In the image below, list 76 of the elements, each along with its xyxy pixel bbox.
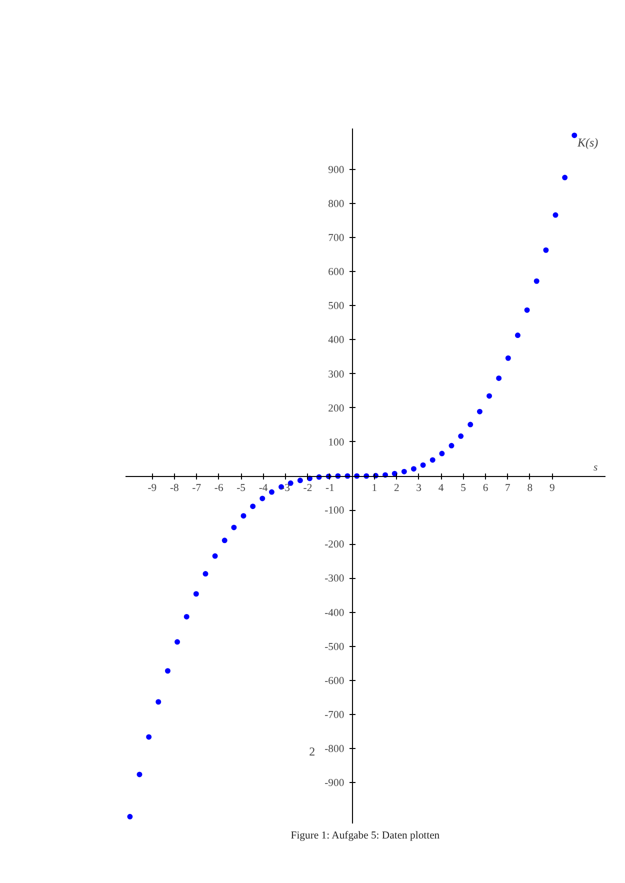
point: [146, 734, 152, 740]
point: [127, 814, 133, 820]
y-tick-label: 600: [328, 267, 344, 278]
point: [410, 466, 416, 472]
y-tick-label: -100: [324, 506, 344, 517]
y-tick-label: 900: [328, 164, 344, 176]
x-tick-label: 7: [505, 483, 512, 494]
point: [174, 639, 180, 645]
point: [222, 538, 228, 544]
point: [439, 450, 445, 456]
point: [552, 212, 558, 218]
x-tick-label: 3: [416, 483, 422, 494]
point: [420, 462, 426, 468]
x-tick-label: -9: [148, 483, 157, 494]
point: [268, 489, 274, 495]
y-tick-label: 400: [328, 335, 344, 346]
x-tick-label: -8: [170, 483, 179, 494]
point: [260, 496, 266, 502]
point: [136, 772, 142, 778]
point: [458, 433, 464, 439]
x-tick-label: -7: [192, 483, 202, 494]
y-tick-label: 500: [328, 301, 344, 312]
point: [448, 442, 454, 448]
y-tick-label: -300: [324, 574, 344, 585]
y-tick-label: -700: [324, 710, 344, 721]
point: [401, 468, 407, 474]
point: [505, 355, 511, 361]
x-tick-label: 4: [438, 483, 444, 494]
point: [430, 457, 436, 463]
x-tick-label: 9: [550, 483, 555, 494]
x-tick-label: 2: [394, 483, 400, 494]
point: [524, 307, 530, 313]
x-tick-label: -5: [236, 483, 246, 494]
x-tick-label: -6: [214, 483, 224, 494]
point: [212, 553, 218, 559]
point: [486, 393, 492, 399]
y-tick-label: -600: [324, 676, 344, 687]
y-tick-label: -400: [324, 608, 344, 619]
point: [156, 699, 162, 705]
x-axis-title: s: [594, 462, 598, 474]
point: [240, 513, 246, 519]
y-tick-label: -500: [324, 642, 344, 653]
point: [468, 422, 474, 428]
point: [514, 332, 520, 338]
x-tick-label: 8: [527, 483, 533, 494]
annotation: 2: [309, 744, 316, 759]
x-tick-label: -1: [326, 483, 334, 494]
point: [543, 247, 549, 253]
y-tick-label: -200: [324, 540, 344, 551]
point: [231, 524, 237, 530]
y-tick-label: -800: [324, 744, 344, 756]
point: [193, 591, 199, 597]
point: [534, 278, 540, 284]
caption: Figure 1: Aufgabe 5: Daten plotten: [290, 830, 440, 842]
x-tick-label: -2: [303, 483, 312, 494]
x-tick-label: 6: [482, 483, 489, 494]
point: [496, 375, 502, 381]
point: [572, 132, 578, 138]
point: [562, 174, 568, 180]
y-tick-label: -900: [324, 778, 344, 790]
y-tick-label: 300: [328, 369, 344, 380]
point: [202, 571, 208, 577]
x-tick-label: 5: [460, 483, 466, 494]
y-tick-label: 700: [328, 233, 344, 244]
point: [164, 668, 170, 674]
y-axis-title: K(s): [576, 136, 598, 150]
y-tick-label: 800: [328, 198, 344, 210]
point: [250, 504, 256, 510]
point: [184, 614, 190, 620]
point: [476, 408, 482, 414]
y-tick-label: 200: [328, 403, 344, 414]
x-tick-label: -3: [281, 483, 290, 494]
x-tick-label: -4: [258, 483, 268, 494]
x-tick-label: 1: [372, 483, 378, 494]
point: [297, 478, 303, 484]
y-tick-label: 100: [328, 437, 344, 448]
